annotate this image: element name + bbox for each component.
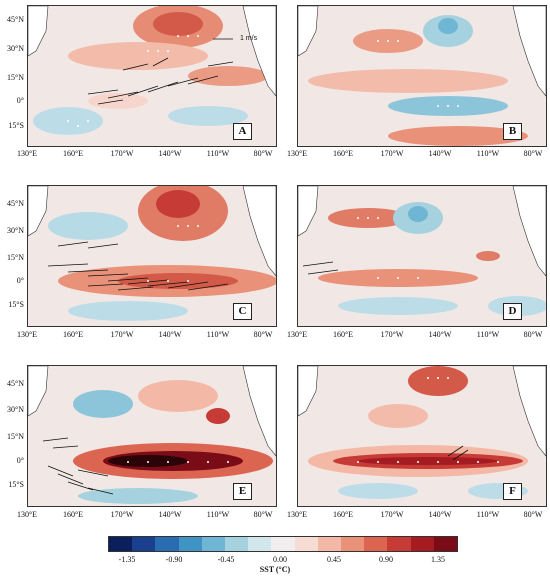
panel-letter-c: C — [233, 303, 252, 320]
lon-label: 130°E — [16, 510, 38, 519]
lat-label: 45°N — [7, 199, 24, 208]
lon-label: 110°W — [476, 510, 500, 519]
lon-label: 160°E — [62, 330, 84, 339]
colorbar-tick: -0.45 — [217, 555, 235, 564]
lat-label: 15°S — [8, 121, 24, 130]
sst-field-d — [298, 186, 546, 326]
lon-label: 160°E — [332, 510, 354, 519]
lat-label: 45°N — [7, 15, 24, 24]
panel-letter-e: E — [233, 483, 252, 500]
lon-label: 170°W — [380, 510, 404, 519]
panel-letter-d: D — [503, 303, 522, 320]
lat-label: 30°N — [7, 44, 24, 53]
colorbar-tick: -1.35 — [118, 555, 136, 564]
colorbar-tick: 0.45 — [327, 555, 341, 564]
lat-label: 0° — [16, 456, 24, 465]
colorbar-segment — [387, 537, 411, 551]
lat-label: 30°N — [7, 226, 24, 235]
lon-label: 170°W — [110, 330, 134, 339]
lon-label: 170°W — [380, 149, 404, 158]
colorbar-segment — [271, 537, 295, 551]
panel-letter-f: F — [503, 483, 522, 500]
map-panel-b: B — [297, 5, 547, 147]
lon-label: 170°W — [110, 149, 134, 158]
colorbar-segment — [201, 537, 226, 551]
colorbar-segment — [155, 537, 179, 551]
sst-field-e — [28, 366, 276, 506]
lat-label: 45°N — [7, 379, 24, 388]
colorbar-segment — [178, 537, 202, 551]
lon-label: 80°W — [253, 510, 273, 519]
panel-letter-b: B — [503, 123, 522, 140]
reference-vector-label: 1 m/s — [240, 35, 258, 42]
lon-label: 170°W — [110, 510, 134, 519]
lat-label: 0° — [16, 276, 24, 285]
lat-label: 15°S — [8, 480, 24, 489]
colorbar-segment — [225, 537, 249, 551]
map-panel-f: F — [297, 365, 547, 507]
lat-label: 0° — [16, 96, 24, 105]
colorbar-segment — [294, 537, 318, 551]
lon-label: 110°W — [476, 330, 500, 339]
colorbar-label: SST (°C) — [259, 565, 291, 574]
lon-label: 140°W — [158, 149, 182, 158]
colorbar-tick: -0.90 — [165, 555, 183, 564]
colorbar-segment — [109, 537, 133, 551]
sst-field-a — [28, 6, 276, 146]
lon-label: 80°W — [523, 510, 543, 519]
lon-label: 130°E — [286, 149, 308, 158]
colorbar-segment — [317, 537, 342, 551]
colorbar-segment — [433, 537, 458, 551]
colorbar-segment — [248, 537, 272, 551]
sst-field-c — [28, 186, 276, 326]
panel-letter-a: A — [233, 123, 252, 140]
map-panel-e: E — [27, 365, 277, 507]
lon-label: 160°E — [332, 149, 354, 158]
lon-label: 140°W — [158, 510, 182, 519]
lon-label: 160°E — [62, 510, 84, 519]
lon-label: 80°W — [523, 330, 543, 339]
lat-label: 15°N — [7, 253, 24, 262]
lon-label: 110°W — [476, 149, 500, 158]
lon-label: 130°E — [16, 149, 38, 158]
lon-label: 160°E — [332, 330, 354, 339]
colorbar-segment — [410, 537, 434, 551]
lon-label: 140°W — [158, 330, 182, 339]
colorbar-segment — [132, 537, 156, 551]
colorbar-tick: 0.90 — [379, 555, 393, 564]
lat-label: 30°N — [7, 405, 24, 414]
lon-label: 80°W — [253, 149, 273, 158]
lon-label: 160°E — [62, 149, 84, 158]
lat-label: 15°N — [7, 432, 24, 441]
lon-label: 170°W — [380, 330, 404, 339]
map-panel-a: 1 m/s A — [27, 5, 277, 147]
lon-label: 110°W — [206, 330, 230, 339]
colorbar-tick: 0.00 — [273, 555, 287, 564]
colorbar-segment — [364, 537, 388, 551]
lon-label: 130°E — [16, 330, 38, 339]
lon-label: 130°E — [286, 510, 308, 519]
lon-label: 110°W — [206, 510, 230, 519]
map-panel-d: D — [297, 185, 547, 327]
lon-label: 130°E — [286, 330, 308, 339]
map-panel-c: C — [27, 185, 277, 327]
lon-label: 140°W — [428, 510, 452, 519]
sst-field-b — [298, 6, 546, 146]
colorbar-segment — [341, 537, 365, 551]
lon-label: 140°W — [428, 330, 452, 339]
lon-label: 140°W — [428, 149, 452, 158]
lon-label: 110°W — [206, 149, 230, 158]
colorbar-tick: 1.35 — [431, 555, 445, 564]
lat-label: 15°N — [7, 73, 24, 82]
lon-label: 80°W — [253, 330, 273, 339]
lon-label: 80°W — [523, 149, 543, 158]
colorbar — [108, 536, 458, 552]
lat-label: 15°S — [8, 300, 24, 309]
